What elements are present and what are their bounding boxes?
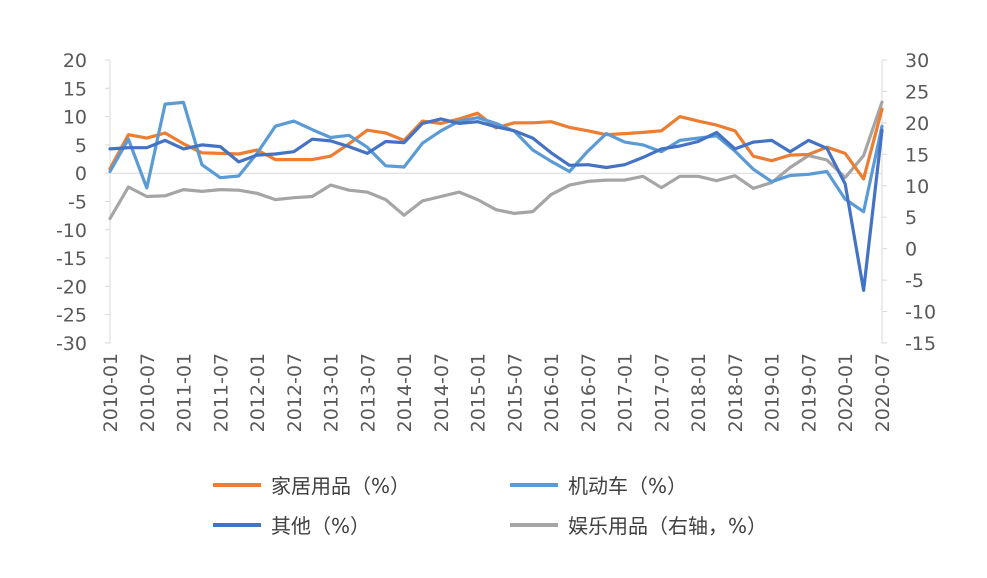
household-line — [108, 107, 884, 181]
x-tick-label: 2015-07 — [504, 353, 526, 432]
left-tick-label: -20 — [56, 276, 87, 298]
x-tick-label: 2017-07 — [651, 353, 673, 432]
x-tick-label: 2018-07 — [725, 353, 747, 432]
left-tick-label: 5 — [75, 135, 87, 157]
left-tick-label: -10 — [56, 220, 87, 242]
left-tick-label: -30 — [56, 333, 87, 355]
right-tick-label: -5 — [905, 270, 924, 292]
x-tick-label: 2010-07 — [137, 353, 159, 432]
x-tick-label: 2015-01 — [468, 353, 490, 432]
right-tick-label: 30 — [905, 50, 929, 72]
left-tick-label: 15 — [63, 78, 87, 100]
left-tick-label: 0 — [75, 163, 87, 185]
x-tick-label: 2019-07 — [798, 353, 820, 432]
left-tick-label: -25 — [56, 305, 87, 327]
right-tick-label: 5 — [905, 207, 917, 229]
left-tick-label: -15 — [56, 248, 87, 270]
right-tick-label: 0 — [905, 239, 917, 261]
x-tick-label: 2014-07 — [431, 353, 453, 432]
axis-lines — [109, 60, 883, 343]
x-tick-label: 2013-01 — [321, 353, 343, 432]
other-line — [108, 117, 884, 292]
right-tick-label: 25 — [905, 81, 929, 103]
x-tick-label: 2020-01 — [835, 353, 857, 432]
entertainment-line — [108, 100, 884, 221]
right-tick-label: 20 — [905, 113, 929, 135]
x-tick-label: 2018-01 — [688, 353, 710, 432]
right-tick-label: 15 — [905, 144, 929, 166]
x-tick-label: 2012-01 — [247, 353, 269, 432]
left-tick-label: -5 — [68, 192, 87, 214]
left-y-axis: 20 15 10 5 0 -5 -10 -15 -20 -25 -30 — [56, 50, 110, 355]
x-tick-label: 2016-07 — [578, 353, 600, 432]
right-tick-label: -10 — [905, 302, 936, 324]
motor-vehicle-line — [108, 100, 884, 214]
x-tick-label: 2011-01 — [174, 353, 196, 432]
x-tick-label: 2019-01 — [762, 353, 784, 432]
left-tick-label: 10 — [63, 107, 87, 129]
right-tick-label: 10 — [905, 176, 929, 198]
series-lines — [108, 100, 884, 292]
x-tick-label: 2014-01 — [394, 353, 416, 432]
x-axis: 2010-01 2010-07 2011-01 2011-07 2012-01 2012-… — [100, 353, 894, 432]
x-tick-label: 2011-07 — [210, 353, 232, 432]
x-tick-label: 2010-01 — [100, 353, 122, 432]
x-tick-label: 2012-07 — [284, 353, 306, 432]
x-tick-label: 2016-01 — [541, 353, 563, 432]
left-tick-label: 20 — [63, 50, 87, 72]
x-tick-label: 2013-07 — [357, 353, 379, 432]
x-tick-label: 2020-07 — [872, 353, 894, 432]
right-tick-label: -15 — [905, 333, 936, 355]
right-y-axis: 30 25 20 15 10 5 0 -5 -10 -15 — [882, 50, 936, 355]
x-tick-label: 2017-01 — [615, 353, 637, 432]
